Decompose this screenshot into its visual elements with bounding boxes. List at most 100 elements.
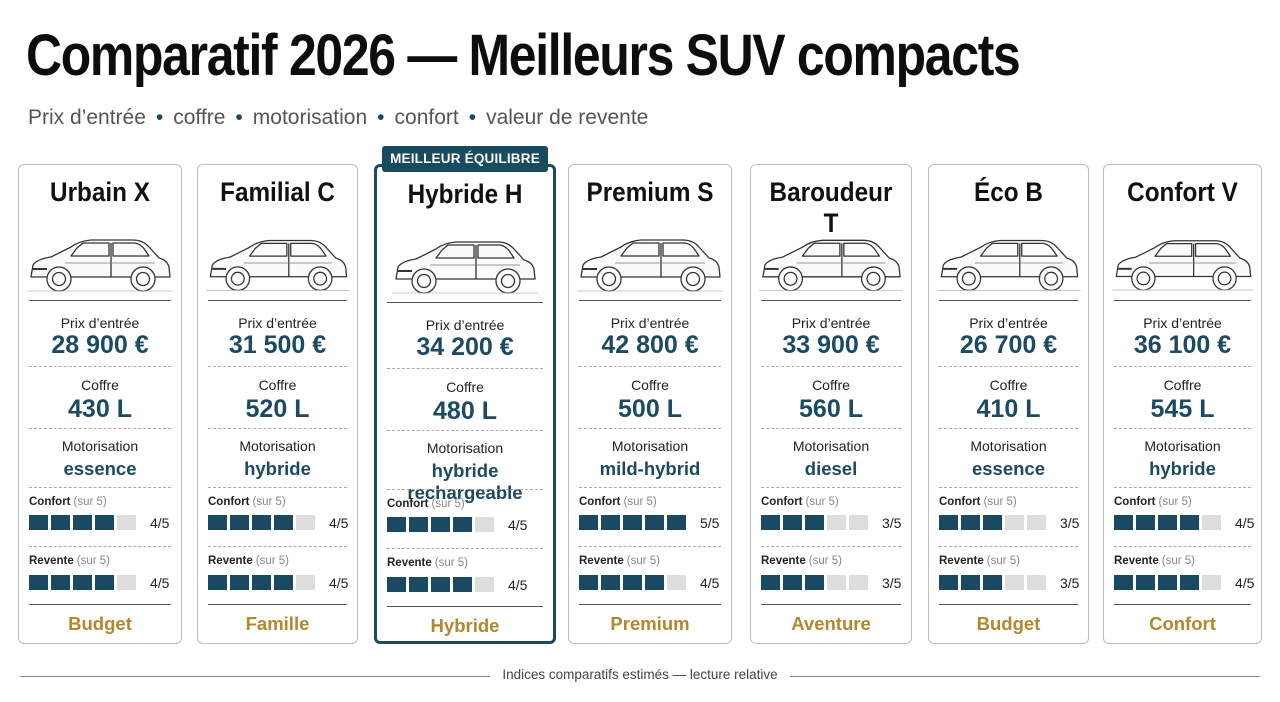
scale-note: (sur 5) [1161,555,1195,567]
resale-label-text: Revente [29,555,74,567]
comfort-score: 4/5 [150,515,170,531]
divider [939,546,1078,547]
comfort-label: Confort (sur 5) [939,496,1017,508]
divider [1114,300,1251,301]
resale-bars [208,575,315,590]
resale-bars [387,577,494,592]
divider [29,604,171,605]
subtitle-item-trunk: coffre [173,106,226,129]
footer-note: Indices comparatifs estimés — lecture re… [0,667,1280,682]
scale-note: (sur 5) [434,557,468,569]
score-bar-segment [1158,575,1177,590]
trunk-label: Coffre [258,377,297,393]
footer-text: Indices comparatifs estimés — lecture re… [490,667,790,682]
divider [579,546,721,547]
score-bar-segment [827,575,846,590]
resale-label: Revente (sur 5) [761,555,842,567]
resale-label-text: Revente [939,555,984,567]
resale-label-text: Revente [761,555,806,567]
divider [387,548,543,549]
divider [208,546,347,547]
score-bar-segment [51,575,70,590]
price-label: Prix d’entrée [238,315,317,331]
car-illustration-icon [25,227,175,304]
score-bar-segment [579,575,598,590]
car-illustration-icon [575,227,725,304]
scale-note: (sur 5) [1158,496,1192,508]
bullet-separator: • [235,106,243,129]
score-bar-segment [453,517,472,532]
score-bar-segment [117,575,136,590]
comfort-label-text: Confort [761,496,803,508]
engine-label: Motorisation [426,440,504,456]
car-card: Baroudeur T Prix d’entrée 33 900 € Coffr… [750,164,912,644]
score-bar-segment [230,515,249,530]
score-bar-segment [475,517,494,532]
score-bar-segment [29,575,48,590]
comfort-label: Confort (sur 5) [1114,496,1192,508]
score-bar-segment [849,575,868,590]
car-card: Premium S Prix d’entrée 42 800 € Coffre … [568,164,732,644]
score-bar-segment [95,515,114,530]
car-illustration-icon [1110,227,1255,304]
trunk-label: Coffre [1163,377,1202,393]
comfort-label-text: Confort [1114,496,1156,508]
car-name: Baroudeur T [769,177,893,238]
car-card: Éco B Prix d’entrée 26 700 € Coffre 410 … [928,164,1089,644]
car-card: Hybride H Prix d’entrée 34 200 € Coffre … [374,164,556,644]
divider [208,604,347,605]
trunk-value: 430 L [68,395,132,423]
divider [761,300,901,301]
resale-label-text: Revente [1114,555,1159,567]
comfort-score: 5/5 [700,515,720,531]
score-bar-segment [667,575,686,590]
divider [1114,604,1251,605]
car-illustration-icon [757,227,905,304]
engine-value: hybride rechargeable [407,460,523,503]
divider [939,366,1078,367]
resale-score: 3/5 [882,575,902,591]
price-value: 31 500 € [228,331,327,359]
score-bar-segment [208,575,227,590]
trunk-label: Coffre [446,379,484,395]
resale-bars [761,575,868,590]
score-bar-segment [1114,515,1133,530]
score-bar-segment [29,515,48,530]
resale-label: Revente (sur 5) [1114,555,1195,567]
divider [761,546,901,547]
car-name: Familial C [220,177,335,207]
resale-label: Revente (sur 5) [387,557,468,569]
engine-label: Motorisation [970,438,1047,454]
divider [29,300,171,301]
resale-label: Revente (sur 5) [208,555,289,567]
score-bar-segment [1005,575,1024,590]
score-bar-segment [645,515,664,530]
resale-score: 4/5 [329,575,349,591]
subtitle-item-engine: motorisation [252,106,368,129]
trunk-value: 410 L [976,395,1041,423]
car-name: Urbain X [50,177,150,207]
score-bar-segment [983,515,1002,530]
car-name: Éco B [974,177,1043,207]
divider [579,487,721,488]
engine-value: hybride [1149,458,1216,479]
scale-note: (sur 5) [431,498,465,510]
engine-value: hybride [244,458,311,479]
resale-label-text: Revente [579,555,624,567]
divider [29,487,171,488]
score-bar-segment [117,515,136,530]
comfort-bars [208,515,315,530]
score-bar-segment [1158,515,1177,530]
score-bar-segment [1114,575,1133,590]
resale-score: 4/5 [700,575,720,591]
resale-bars [579,575,686,590]
trunk-value: 545 L [1150,395,1215,423]
scale-note: (sur 5) [73,496,107,508]
divider [761,366,901,367]
score-bar-segment [939,575,958,590]
divider [387,368,543,369]
car-name: Premium S [586,177,714,207]
divider [939,428,1078,429]
category-label: Budget [68,613,132,634]
score-bar-segment [783,575,802,590]
